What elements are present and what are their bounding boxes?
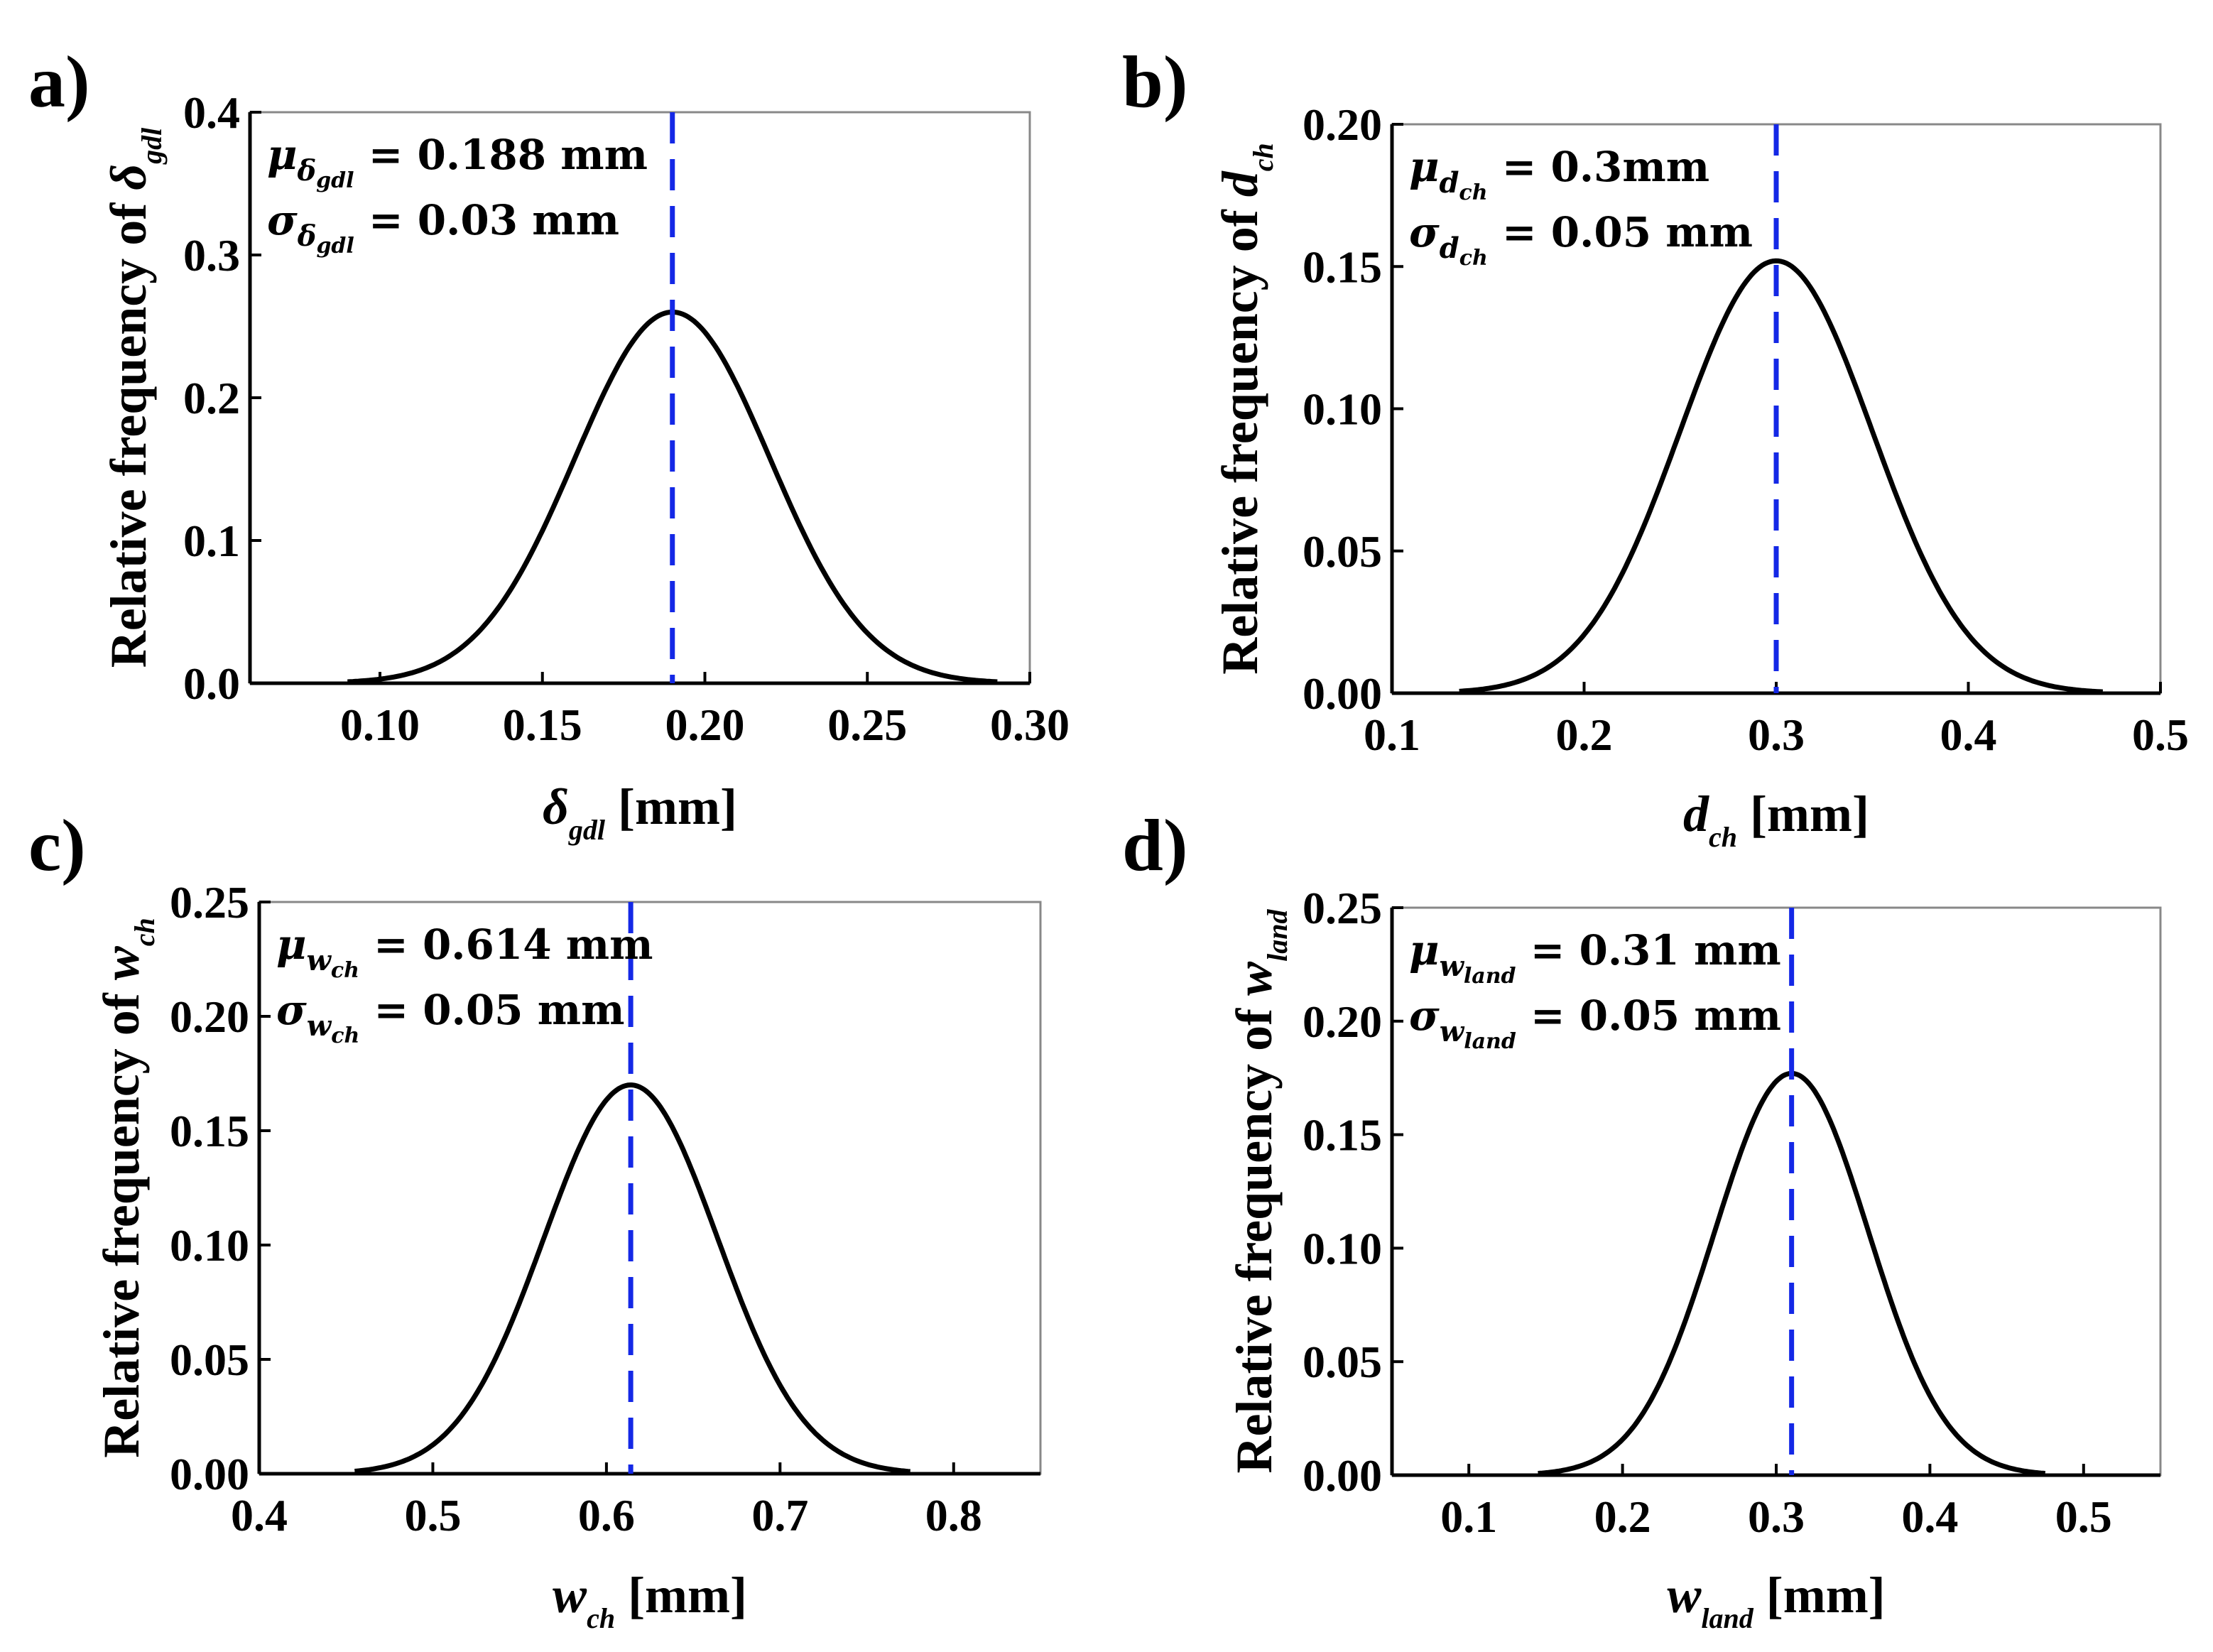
y-tick-label: 0.05 xyxy=(1303,526,1382,577)
mean-annotation: μwch = 0.614 mm xyxy=(276,920,653,983)
x-tick-label: 0.3 xyxy=(1748,1491,1805,1542)
y-axis-title: Relative frequency of wch xyxy=(93,918,161,1458)
y-tick-label: 0.05 xyxy=(170,1335,249,1385)
y-tick-label: 0.00 xyxy=(1303,1450,1382,1501)
panel-label: b) xyxy=(1122,41,1187,123)
x-tick-label: 0.1 xyxy=(1440,1491,1497,1542)
y-tick-label: 0.15 xyxy=(1303,1110,1382,1161)
x-tick-label: 0.20 xyxy=(665,700,745,750)
y-axis-title: Relative frequency of wland xyxy=(1226,909,1293,1474)
panel-b: 0.1 0.2 0.3 0.4 0.5 0.00 0.05 0.10 0.15 0.20 μdch … xyxy=(1122,41,2189,853)
panel-d: 0.1 0.2 0.3 0.4 0.5 0.00 0.05 0.10 0.15 0.20 0.25 μ… xyxy=(1122,805,2162,1634)
x-tick-label: 0.5 xyxy=(404,1490,461,1540)
panel-label: d) xyxy=(1122,805,1187,886)
x-axis-title: dch [mm] xyxy=(1683,786,1869,853)
x-tick-label: 0.8 xyxy=(925,1490,982,1540)
x-axis-title: δgdl [mm] xyxy=(543,778,737,846)
mean-annotation: μwland = 0.31 mm xyxy=(1409,926,1781,989)
y-tick-label: 0.2 xyxy=(183,373,240,423)
y-tick-label: 0.10 xyxy=(1303,1223,1382,1273)
y-tick-label: 0.25 xyxy=(1303,883,1382,933)
y-tick-label: 0.20 xyxy=(1303,99,1382,150)
panel-label: c) xyxy=(28,805,86,886)
y-axis-title: Relative frequency of δgdl xyxy=(100,127,168,668)
mean-annotation: μdch = 0.3mm xyxy=(1409,143,1709,205)
y-tick-label: 0.00 xyxy=(1303,668,1382,719)
panel-label: a) xyxy=(28,41,90,123)
sd-annotation: σδgdl = 0.03 mm xyxy=(267,196,619,259)
panel-c: 0.4 0.5 0.6 0.7 0.8 0.00 0.05 0.10 0.15 0.20 0.25 μ… xyxy=(28,805,1042,1634)
y-tick-label: 0.15 xyxy=(170,1106,249,1156)
y-tick-label: 0.4 xyxy=(183,87,240,138)
distribution-curve xyxy=(1538,1070,2046,1477)
distribution-curve xyxy=(1459,258,2103,695)
y-tick-label: 0.20 xyxy=(170,991,249,1042)
x-tick-label: 0.6 xyxy=(578,1490,635,1540)
sd-annotation: σwland = 0.05 mm xyxy=(1409,991,1781,1054)
sd-annotation: σwch = 0.05 mm xyxy=(276,986,624,1048)
x-tick-label: 0.3 xyxy=(1748,710,1805,760)
y-tick-label: 0.05 xyxy=(1303,1337,1382,1387)
mean-annotation: μδgdl = 0.188 mm xyxy=(267,131,648,193)
x-tick-label: 0.7 xyxy=(751,1490,808,1540)
x-tick-label: 0.1 xyxy=(1364,710,1420,760)
y-tick-label: 0.00 xyxy=(170,1449,249,1499)
x-tick-label: 0.4 xyxy=(231,1490,288,1540)
y-tick-label: 0.3 xyxy=(183,230,240,281)
x-axis-title: wch [mm] xyxy=(553,1567,747,1634)
y-tick-label: 0.1 xyxy=(183,516,240,566)
y-axis-title: Relative frequency of dch xyxy=(1212,143,1279,675)
y-tick-label: 0.10 xyxy=(170,1220,249,1271)
x-tick-label: 0.15 xyxy=(503,700,582,750)
x-tick-label: 0.5 xyxy=(2055,1491,2112,1542)
y-tick-label: 0.15 xyxy=(1303,241,1382,292)
x-axis-title: wland [mm] xyxy=(1667,1567,1885,1634)
y-tick-label: 0.0 xyxy=(183,658,240,709)
x-tick-label: 0.4 xyxy=(1940,710,1997,760)
x-tick-label: 0.2 xyxy=(1556,710,1613,760)
x-tick-label: 0.25 xyxy=(827,700,907,750)
x-tick-label: 0.30 xyxy=(990,700,1070,750)
y-tick-label: 0.25 xyxy=(170,877,249,928)
distribution-curve xyxy=(354,1082,910,1474)
x-tick-label: 0.2 xyxy=(1594,1491,1651,1542)
y-tick-label: 0.20 xyxy=(1303,996,1382,1047)
x-tick-label: 0.10 xyxy=(340,700,420,750)
panel-a: 0.10 0.15 0.20 0.25 0.30 0.0 0.1 0.2 0.3 0.4 μδgdl… xyxy=(28,41,1070,846)
y-tick-label: 0.10 xyxy=(1303,384,1382,435)
x-tick-label: 0.5 xyxy=(2132,710,2189,760)
sd-annotation: σdch = 0.05 mm xyxy=(1409,208,1753,271)
x-tick-label: 0.4 xyxy=(1901,1491,1958,1542)
